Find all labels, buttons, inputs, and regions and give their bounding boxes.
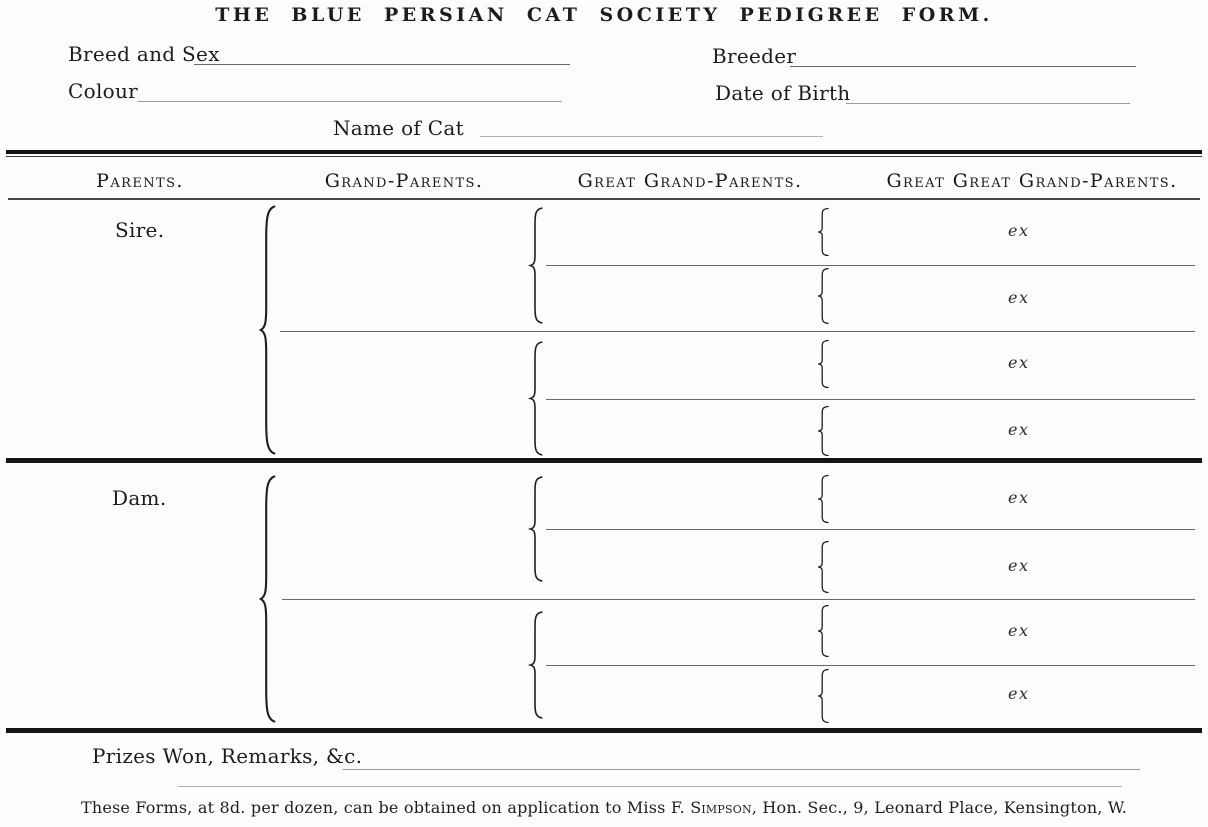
sire-ex-separator-4: ex [1008, 420, 1030, 439]
dam-ex-separator-3: ex [1008, 621, 1030, 640]
colour-input-line[interactable] [138, 101, 562, 102]
sire-great-grandparent-brace-1 [817, 208, 830, 256]
column-header-great-grand-parents: Great Grand-Parents. [577, 170, 803, 192]
prizes-input-line-1[interactable] [343, 769, 1140, 770]
dam-great-grandparent-brace-4 [817, 669, 830, 723]
footer-note-secretary-name: Simpson [690, 798, 752, 817]
breed-and-sex-input-line[interactable] [194, 64, 570, 65]
form-title: THE BLUE PERSIAN CAT SOCIETY PEDIGREE FO… [215, 4, 993, 26]
sire-great-grandparent-line-2[interactable] [546, 399, 1195, 400]
dam-great-grandparent-brace-3 [817, 605, 830, 657]
dam-grandparent-brace-1 [529, 476, 544, 582]
sire-ex-separator-1: ex [1008, 221, 1030, 240]
name-of-cat-label: Name of Cat [333, 116, 464, 140]
dam-label: Dam. [112, 486, 167, 510]
sire-great-grandparent-line-1[interactable] [546, 265, 1195, 266]
colour-label: Colour [68, 79, 139, 103]
sire-grandparent-line[interactable] [280, 331, 1195, 332]
prizes-label: Prizes Won, Remarks, &c. [92, 744, 363, 768]
sire-great-grandparent-brace-4 [817, 406, 830, 456]
sire-grandparent-brace-1 [529, 207, 544, 324]
footer-note-part1: These Forms, at 8d. per dozen, can be ob… [80, 798, 691, 817]
dam-great-grandparent-brace-2 [817, 541, 830, 593]
column-header-great-great-grand-parents: Great Great Grand-Parents. [886, 170, 1178, 192]
prizes-input-line-2[interactable] [178, 786, 1122, 787]
dam-great-grandparent-brace-1 [817, 475, 830, 523]
dam-ex-separator-2: ex [1008, 556, 1030, 575]
sire-brace [259, 204, 277, 456]
dam-brace [259, 474, 277, 724]
dam-ex-separator-1: ex [1008, 488, 1030, 507]
dam-grandparent-line[interactable] [282, 599, 1195, 600]
sire-ex-separator-3: ex [1008, 353, 1030, 372]
name-of-cat-input-line[interactable] [480, 136, 823, 137]
table-bottom-rule [6, 728, 1202, 733]
column-header-grand-parents: Grand-Parents. [324, 170, 484, 192]
table-top-rule-thick [6, 150, 1202, 154]
footer-note: These Forms, at 8d. per dozen, can be ob… [0, 798, 1208, 817]
sire-label: Sire. [115, 218, 165, 242]
dam-ex-separator-4: ex [1008, 684, 1030, 703]
sire-great-grandparent-brace-3 [817, 340, 830, 388]
column-header-parents: Parents. [96, 170, 184, 192]
sire-great-grandparent-brace-2 [817, 268, 830, 324]
footer-note-part2: , Hon. Sec., 9, Leonard Place, Kensingto… [751, 798, 1128, 817]
header-underline-rule [8, 198, 1200, 200]
dam-great-grandparent-line-2[interactable] [546, 665, 1195, 666]
breeder-label: Breeder [712, 44, 797, 68]
section-divider-rule [6, 458, 1202, 463]
table-top-rule-thin [6, 156, 1202, 157]
sire-ex-separator-2: ex [1008, 288, 1030, 307]
dam-great-grandparent-line-1[interactable] [546, 529, 1195, 530]
breed-and-sex-label: Breed and Sex [68, 42, 220, 66]
breeder-input-line[interactable] [790, 66, 1136, 67]
date-of-birth-input-line[interactable] [846, 103, 1130, 104]
sire-grandparent-brace-2 [529, 341, 544, 456]
dam-grandparent-brace-2 [529, 611, 544, 719]
date-of-birth-label: Date of Birth [715, 81, 851, 105]
